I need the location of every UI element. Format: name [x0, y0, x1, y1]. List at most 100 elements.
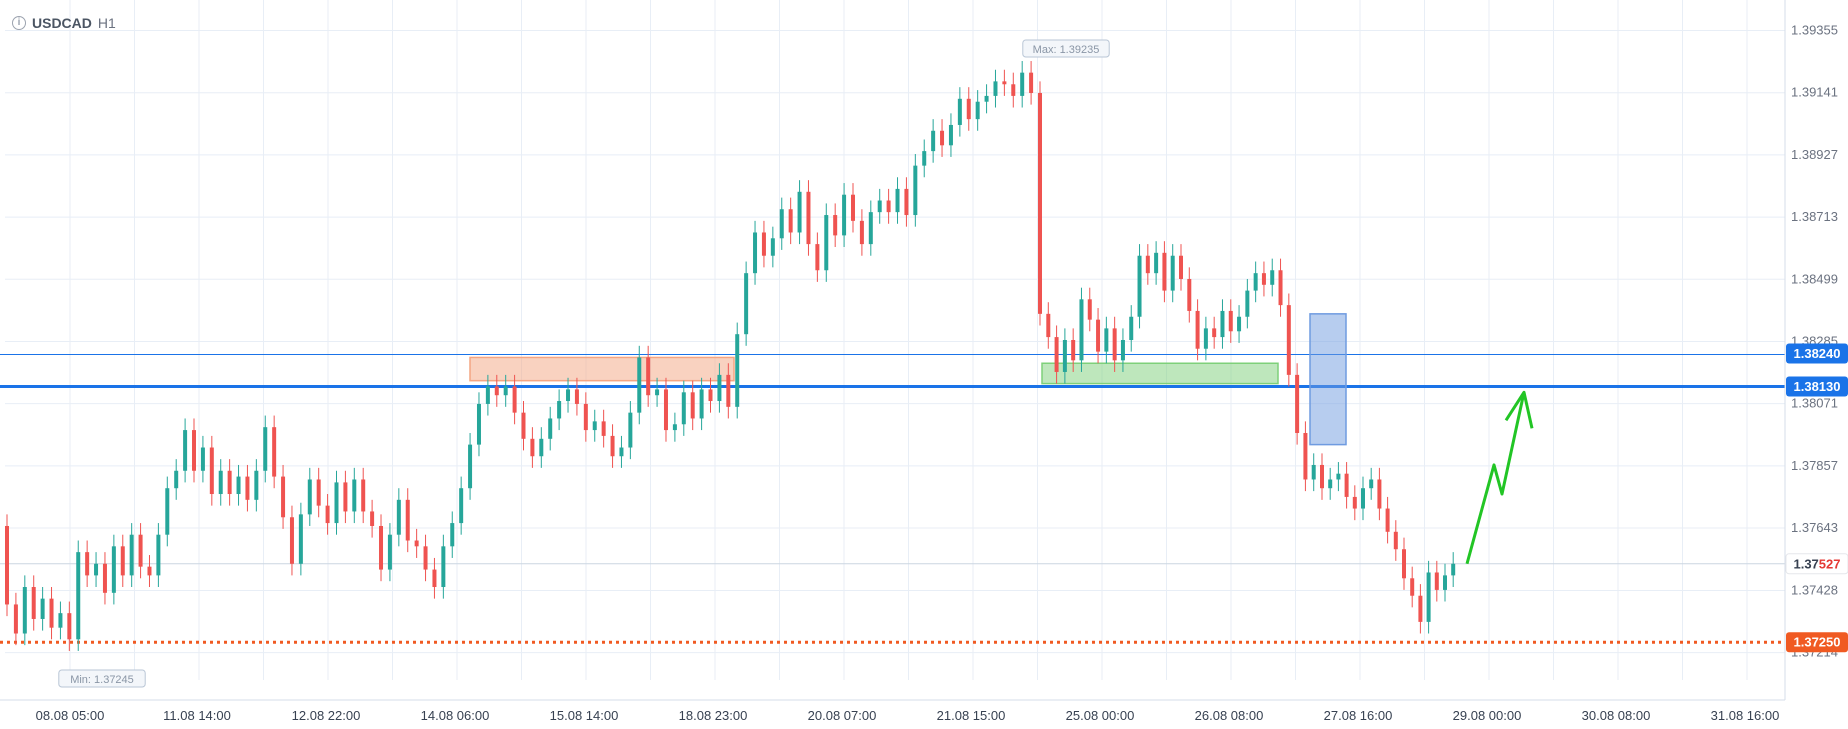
candle-body[interactable]	[450, 523, 455, 547]
candle-body[interactable]	[539, 438, 544, 457]
candle-body[interactable]	[824, 215, 829, 271]
candle-body[interactable]	[1261, 273, 1266, 285]
candle-body[interactable]	[494, 386, 499, 396]
candle-body[interactable]	[966, 98, 971, 120]
zone-box[interactable]	[1041, 362, 1279, 385]
candle-body[interactable]	[788, 209, 793, 233]
zone-box[interactable]	[469, 356, 735, 382]
candle-body[interactable]	[13, 604, 18, 634]
candle-body[interactable]	[218, 470, 223, 495]
candle-body[interactable]	[1286, 305, 1291, 375]
candle-body[interactable]	[485, 386, 490, 404]
candle-body[interactable]	[1096, 319, 1101, 352]
candle-body[interactable]	[1046, 313, 1051, 338]
candle-body[interactable]	[797, 191, 802, 233]
candle-body[interactable]	[735, 334, 740, 407]
candle-body[interactable]	[192, 430, 197, 471]
candle-body[interactable]	[940, 130, 945, 146]
candle-body[interactable]	[1328, 479, 1333, 489]
candle-body[interactable]	[1112, 328, 1117, 361]
candle-body[interactable]	[174, 470, 179, 489]
candle-body[interactable]	[1295, 374, 1300, 433]
candle-body[interactable]	[289, 517, 294, 564]
candle-body[interactable]	[22, 587, 27, 634]
candle-body[interactable]	[1228, 310, 1233, 332]
candle-body[interactable]	[931, 130, 936, 152]
candle-body[interactable]	[1212, 328, 1217, 338]
candle-body[interactable]	[334, 482, 339, 524]
candle-body[interactable]	[111, 546, 116, 593]
candle-body[interactable]	[1203, 328, 1208, 349]
candle-body[interactable]	[1451, 563, 1456, 576]
candle-body[interactable]	[1162, 252, 1167, 291]
candle-body[interactable]	[468, 444, 473, 489]
candle-body[interactable]	[904, 188, 909, 216]
candle-body[interactable]	[583, 403, 588, 431]
candle-body[interactable]	[574, 389, 579, 404]
candle-body[interactable]	[370, 511, 375, 526]
candle-body[interactable]	[414, 540, 419, 547]
candle-body[interactable]	[770, 238, 775, 256]
candle-body[interactable]	[1195, 310, 1200, 349]
candle-body[interactable]	[726, 374, 731, 407]
candle-body[interactable]	[663, 389, 668, 431]
candle-body[interactable]	[886, 200, 891, 213]
candle-body[interactable]	[512, 386, 517, 413]
candle-body[interactable]	[272, 427, 277, 477]
price-tag-target[interactable]: 1.37250	[1786, 632, 1848, 653]
candle-body[interactable]	[619, 447, 624, 457]
candle-body[interactable]	[699, 389, 704, 419]
candle-body[interactable]	[1336, 473, 1341, 480]
candle-body[interactable]	[441, 546, 446, 588]
candle-body[interactable]	[503, 386, 508, 396]
candle-body[interactable]	[236, 476, 241, 495]
price-tag-current[interactable]: 1.37527	[1785, 553, 1848, 575]
candle-body[interactable]	[316, 479, 321, 506]
candle-body[interactable]	[601, 421, 606, 436]
candle-body[interactable]	[690, 392, 695, 419]
candle-body[interactable]	[298, 514, 303, 564]
timeframe-label[interactable]: H1	[97, 15, 116, 31]
candle-body[interactable]	[646, 357, 651, 396]
candle-body[interactable]	[307, 479, 312, 515]
candle-body[interactable]	[975, 101, 980, 120]
candle-body[interactable]	[557, 401, 562, 419]
candle-body[interactable]	[459, 488, 464, 524]
candle-body[interactable]	[254, 470, 259, 500]
candle-body[interactable]	[94, 563, 99, 576]
candle-body[interactable]	[868, 212, 873, 245]
candle-body[interactable]	[1270, 270, 1275, 285]
candle-body[interactable]	[1320, 464, 1324, 489]
candle-body[interactable]	[379, 525, 384, 570]
candle-body[interactable]	[655, 389, 660, 396]
candle-body[interactable]	[58, 613, 63, 628]
candle-body[interactable]	[147, 566, 152, 576]
candle-body[interactable]	[40, 598, 45, 619]
candle-body[interactable]	[984, 95, 989, 102]
candle-body[interactable]	[67, 613, 72, 640]
candle-body[interactable]	[1104, 328, 1109, 352]
candle-body[interactable]	[227, 470, 232, 495]
candle-body[interactable]	[352, 479, 357, 512]
candle-body[interactable]	[1237, 316, 1242, 332]
candle-body[interactable]	[165, 488, 170, 535]
candle-body[interactable]	[1245, 290, 1250, 317]
candle-body[interactable]	[1352, 496, 1357, 509]
candle-body[interactable]	[1344, 473, 1349, 497]
candle-body[interactable]	[744, 273, 749, 335]
candle-body[interactable]	[432, 569, 437, 588]
candle-body[interactable]	[1120, 340, 1125, 361]
candle-body[interactable]	[610, 435, 615, 457]
candle-body[interactable]	[993, 81, 998, 96]
candle-body[interactable]	[1087, 299, 1092, 320]
candle-body[interactable]	[806, 191, 811, 245]
candle-body[interactable]	[815, 244, 820, 271]
candle-body[interactable]	[1179, 255, 1183, 279]
candle-body[interactable]	[1377, 479, 1382, 509]
candle-body[interactable]	[859, 220, 864, 245]
candle-body[interactable]	[761, 232, 766, 256]
candle-body[interactable]	[1145, 255, 1150, 274]
candle-body[interactable]	[1029, 72, 1034, 93]
candle-body[interactable]	[1361, 488, 1365, 509]
